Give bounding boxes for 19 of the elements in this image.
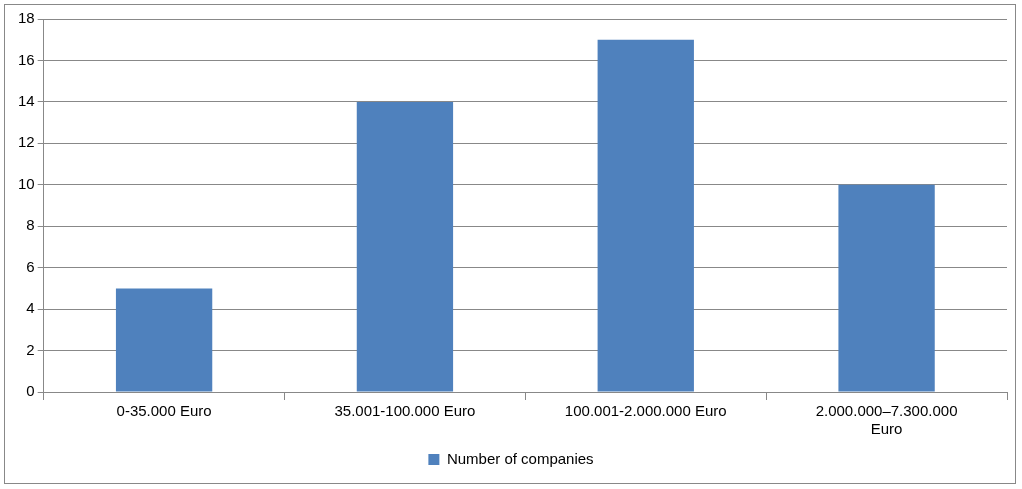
x-tick-label: 2.000.000–7.300.000 Euro: [815, 402, 958, 438]
y-tick-label: 18: [18, 9, 35, 27]
y-tick-label: 6: [26, 257, 35, 275]
y-tick-label: 4: [26, 299, 35, 317]
y-tick-label: 14: [18, 92, 35, 110]
bar: [838, 184, 935, 392]
y-tick-label: 12: [18, 133, 35, 151]
y-tick-label: 16: [18, 50, 35, 68]
x-tick-label: 100.001-2.000.000 Euro: [564, 402, 727, 420]
x-tick-label: 0-35.000 Euro: [116, 402, 212, 420]
y-tick-label: 2: [26, 340, 35, 358]
y-tick-label: 8: [26, 216, 35, 234]
legend-label: Number of companies: [446, 449, 594, 467]
bar: [356, 101, 454, 392]
bar: [597, 39, 694, 392]
x-tick-label: 35.001-100.000 Euro: [334, 402, 476, 420]
y-tick-label: 10: [18, 174, 35, 192]
y-tick-label: 0: [26, 382, 35, 400]
bar: [115, 288, 213, 392]
